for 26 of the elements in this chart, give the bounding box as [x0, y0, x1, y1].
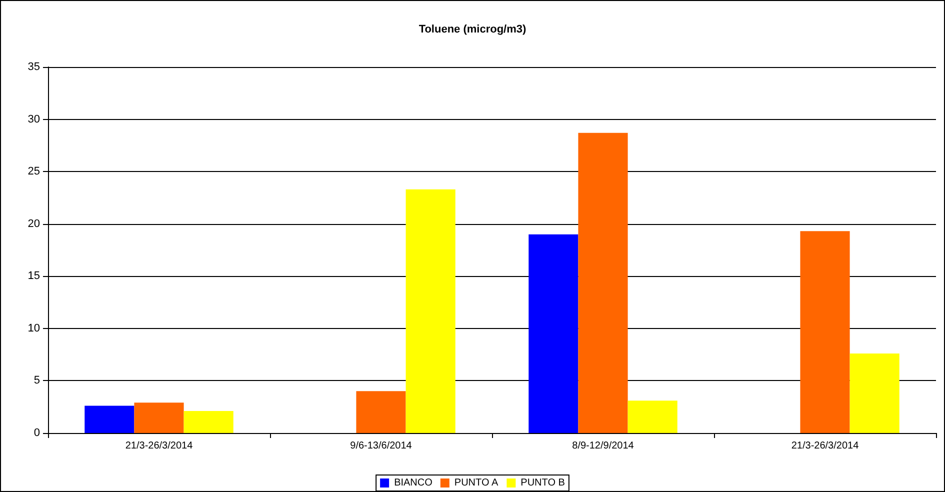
y-tick-label: 10 — [28, 322, 40, 334]
chart-title: Toluene (microg/m3) — [418, 24, 527, 36]
bar — [628, 400, 678, 433]
y-tick-label: 0 — [34, 427, 40, 439]
bar — [578, 132, 628, 433]
x-tick-label: 9/6-13/6/2014 — [350, 440, 412, 452]
bar — [800, 231, 850, 433]
y-tick-label: 20 — [28, 218, 40, 230]
y-tick-label: 15 — [28, 270, 40, 282]
y-tick-label: 30 — [28, 113, 40, 126]
bar — [850, 354, 900, 433]
x-tick-label: 21/3-26/3/2014 — [125, 440, 194, 452]
bar — [528, 234, 578, 433]
y-tick-label: 35 — [28, 61, 40, 73]
y-tick-label: 5 — [34, 374, 40, 387]
bar — [356, 391, 406, 433]
x-tick-label: 21/3-26/3/2014 — [791, 440, 860, 452]
bar — [84, 406, 134, 433]
bar — [406, 189, 456, 433]
legend-label: PUNTO B — [520, 478, 566, 488]
x-tick-label: 8/9-12/9/2014 — [572, 440, 634, 452]
bar — [184, 411, 234, 433]
y-tick-label: 25 — [28, 166, 40, 178]
legend-label: PUNTO A — [454, 478, 498, 488]
legend-label: BIANCO — [394, 478, 433, 488]
bar — [134, 402, 184, 433]
